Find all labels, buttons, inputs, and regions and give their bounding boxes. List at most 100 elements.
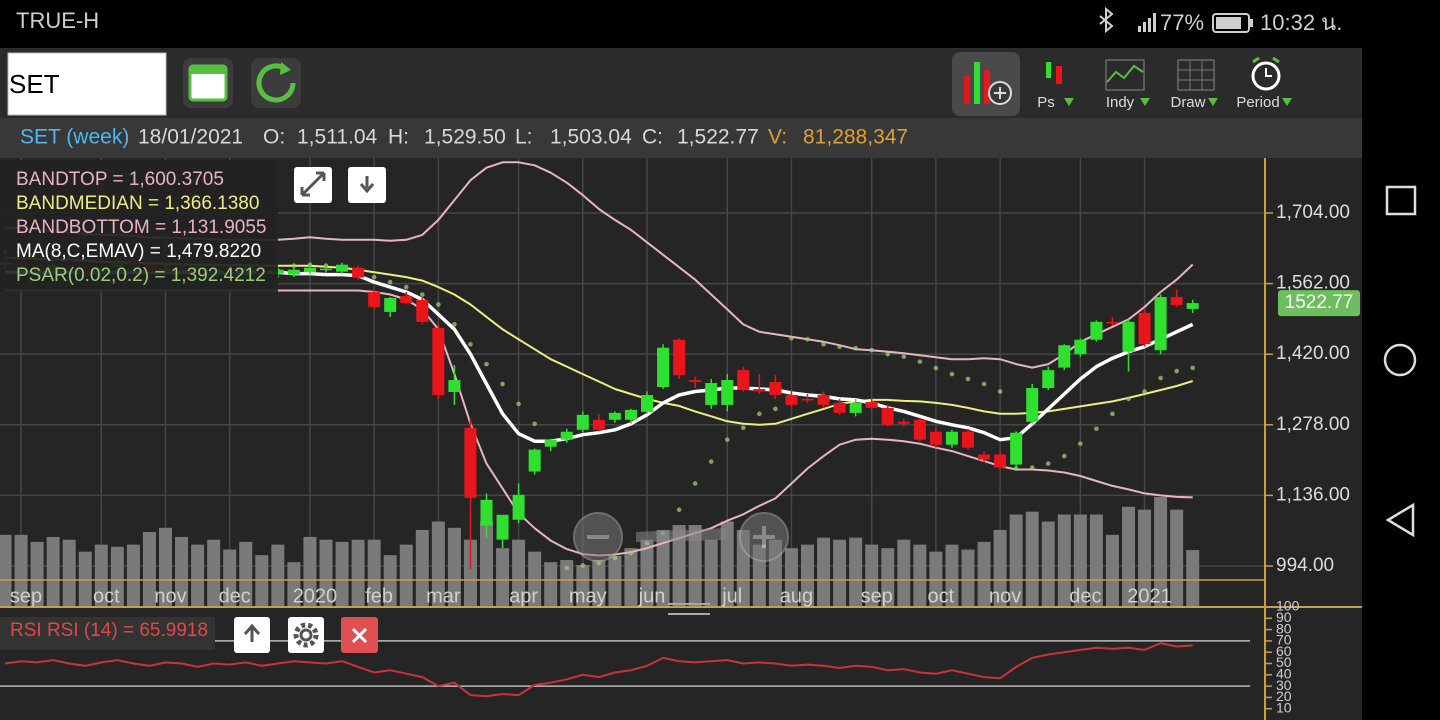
candle-body (384, 298, 397, 312)
candle-body (769, 382, 782, 395)
volume-bar (592, 560, 606, 607)
add-chart-button[interactable] (952, 52, 1020, 116)
psar-dot (997, 389, 1003, 394)
psar-dot (564, 565, 570, 571)
zoom-controls[interactable] (573, 512, 789, 562)
candle-body (962, 431, 974, 448)
volume-bar (94, 544, 108, 607)
expand-button[interactable] (294, 167, 332, 203)
move-up-button[interactable] (234, 617, 270, 653)
quote-key: H: (388, 126, 409, 149)
psar-dot (708, 459, 714, 464)
candle-body (833, 402, 846, 413)
settings-button[interactable] (288, 617, 324, 653)
psar-dot (1110, 411, 1115, 417)
draw-menu[interactable] (1177, 59, 1218, 106)
psar-dot (676, 507, 682, 513)
calendar-button[interactable] (183, 58, 233, 108)
quote-key: V: (768, 126, 787, 149)
psar-dot (789, 335, 794, 341)
candle-body (303, 267, 316, 273)
x-tick-label: nov (154, 585, 186, 607)
battery-level: 77% (1160, 10, 1204, 35)
y-tick-label: 1,704.00 (1276, 202, 1350, 223)
refresh-button[interactable] (251, 58, 301, 108)
volume-bar (496, 548, 510, 607)
recents-button[interactable] (1385, 185, 1417, 216)
psar-dot (885, 351, 891, 357)
back-button[interactable] (1385, 502, 1415, 538)
psar-dot (580, 563, 586, 568)
volume-bar (945, 544, 959, 607)
legend-entry: PSAR(0.02,0.2) = 1,392.4212 (16, 265, 266, 286)
psar-dot (1126, 396, 1131, 402)
candle-body (737, 370, 750, 390)
psar-dot (452, 322, 457, 327)
menu-label[interactable]: Indy (1106, 94, 1135, 111)
candle-body (881, 407, 894, 425)
quote-symbol: SET (week) (20, 126, 129, 149)
x-tick-label: may (569, 585, 607, 607)
psar-dot (949, 371, 955, 377)
candle-body (817, 394, 830, 405)
x-tick-label: 2020 (293, 585, 338, 607)
psar-dot (724, 437, 730, 443)
symbol-input[interactable] (7, 52, 167, 116)
volume-bar (1009, 514, 1023, 607)
volume-bar (977, 541, 991, 607)
psar-dot (1094, 426, 1099, 432)
psar-dot (500, 381, 505, 387)
volume-bar (126, 544, 140, 607)
volume-bar (159, 527, 172, 607)
psar-dot (1062, 453, 1067, 459)
quote-value: 81,288,347 (803, 126, 908, 149)
drag-handle[interactable] (668, 603, 710, 615)
menu-label[interactable]: Draw (1170, 94, 1205, 111)
menu-label[interactable]: Period (1236, 94, 1279, 111)
volume-bar (463, 539, 477, 607)
volume-bar (1025, 511, 1039, 607)
candle-body (978, 454, 991, 460)
close-button[interactable] (341, 617, 378, 653)
psar-dot (1174, 368, 1179, 374)
ps-menu[interactable] (1046, 62, 1074, 106)
volume-bar (319, 539, 333, 607)
volume-bar (480, 521, 493, 607)
quote-value: 1,503.04 (550, 126, 632, 149)
volume-bar (447, 527, 461, 607)
legend-entry: BANDBOTTOM = 1,131.9055 (16, 217, 266, 238)
volume-bar (1057, 514, 1071, 607)
y-tick-label: 1,136.00 (1276, 484, 1350, 505)
y-tick-label: 30 (1276, 677, 1292, 693)
download-button[interactable] (348, 167, 386, 203)
volume-bar (560, 560, 574, 607)
home-button[interactable] (1383, 343, 1417, 377)
volume-bar (239, 541, 253, 607)
candle-body (865, 401, 878, 408)
volume-bar (720, 521, 734, 607)
y-tick-label: 1,562.00 (1276, 273, 1350, 294)
volume-bar (608, 555, 622, 607)
status-icons (1099, 6, 1253, 34)
candle-body (400, 296, 413, 303)
volume-bar (175, 536, 189, 607)
psar-dot (692, 481, 698, 486)
psar-dot (933, 365, 939, 371)
candle-body (1074, 339, 1087, 355)
candle-body (496, 514, 509, 540)
rsi-line (4, 642, 1193, 698)
volume-bar (640, 539, 654, 607)
x-tick-label: jul (721, 585, 742, 607)
volume-bar (849, 537, 863, 607)
candle-body (624, 409, 637, 420)
menu-label[interactable]: Ps (1037, 94, 1055, 111)
volume-bar (656, 529, 670, 607)
volume-bar (833, 539, 847, 607)
indy-menu[interactable] (1105, 59, 1150, 106)
candle-body (464, 427, 477, 498)
quote-value: 1,511.04 (297, 126, 378, 149)
period-menu[interactable] (1251, 56, 1292, 106)
psar-dot (869, 347, 874, 353)
status-bar (0, 0, 1362, 48)
